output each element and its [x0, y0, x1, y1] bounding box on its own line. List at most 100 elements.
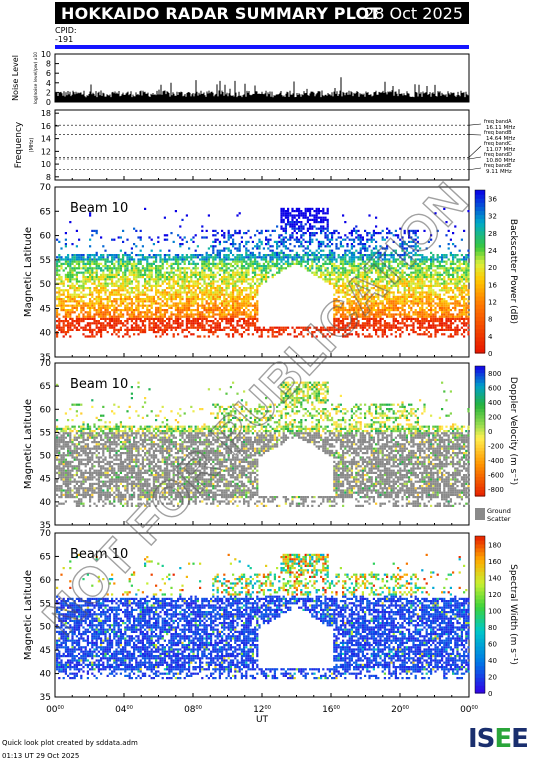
- power-cell: [159, 315, 162, 318]
- power-cell: [293, 262, 296, 265]
- power-cell: [335, 243, 338, 246]
- power-cell: [375, 262, 378, 265]
- power-cell: [179, 295, 182, 298]
- power-cell: [447, 320, 450, 323]
- power-cell: [170, 306, 173, 309]
- power-cell: [361, 302, 364, 305]
- power-cell: [243, 258, 246, 261]
- power-cell: [236, 311, 239, 314]
- power-cell: [225, 278, 228, 281]
- power-cell: [273, 326, 276, 329]
- power-cell: [368, 238, 371, 241]
- power-cell: [126, 254, 129, 257]
- power-cell: [427, 273, 430, 276]
- power-cell: [438, 262, 441, 265]
- power-cell: [245, 322, 248, 325]
- power-cell: [326, 245, 329, 248]
- power-cell: [408, 289, 411, 292]
- power-cell: [172, 276, 175, 279]
- power-cell: [227, 258, 230, 261]
- power-cell: [397, 278, 400, 281]
- power-cell: [166, 298, 169, 301]
- power-cell: [379, 269, 382, 272]
- power-cell: [421, 284, 424, 287]
- power-cell: [390, 260, 393, 263]
- power-cell: [315, 271, 318, 274]
- power-cell: [212, 249, 215, 252]
- power-cell: [137, 267, 140, 270]
- power-cell: [381, 331, 384, 334]
- power-cell: [256, 267, 259, 270]
- power-cell: [232, 284, 235, 287]
- power-cell: [166, 287, 169, 290]
- power-cell: [174, 320, 177, 323]
- power-cell: [172, 278, 175, 281]
- power-cell: [421, 271, 424, 274]
- power-cell: [71, 293, 74, 296]
- power-cell: [69, 313, 72, 316]
- power-cell: [412, 317, 415, 320]
- power-cell: [419, 298, 422, 301]
- power-cell: [236, 249, 239, 252]
- power-cell: [383, 328, 386, 331]
- power-cell: [229, 315, 232, 318]
- power-cell: [300, 223, 303, 226]
- power-cell: [69, 293, 72, 296]
- power-cell: [414, 269, 417, 272]
- power-cell: [104, 273, 107, 276]
- power-cell: [111, 284, 114, 287]
- power-cell: [445, 284, 448, 287]
- power-cell: [337, 271, 340, 274]
- power-cell: [284, 267, 287, 270]
- power-cell: [331, 238, 334, 241]
- power-cell: [392, 240, 395, 243]
- power-cell: [430, 293, 433, 296]
- power-cell: [364, 295, 367, 298]
- power-cell: [434, 320, 437, 323]
- power-cell: [284, 260, 287, 263]
- power-cell: [381, 271, 384, 274]
- power-cell: [256, 302, 259, 305]
- power-cell: [254, 309, 257, 312]
- power-cell: [251, 324, 254, 327]
- power-cell: [218, 313, 221, 316]
- power-cell: [331, 236, 334, 239]
- power-cell: [368, 333, 371, 336]
- power-cell: [216, 289, 219, 292]
- power-cell: [430, 300, 433, 303]
- power-cell: [366, 278, 369, 281]
- power-cell: [89, 313, 92, 316]
- power-cell: [284, 247, 287, 250]
- power-cell: [122, 265, 125, 268]
- power-cell: [364, 326, 367, 329]
- frequency-ytick-label: 16: [41, 122, 51, 131]
- power-cell: [381, 311, 384, 314]
- power-cell: [212, 311, 215, 314]
- power-cell: [106, 289, 109, 292]
- power-cell: [122, 302, 125, 305]
- power-cell: [223, 234, 226, 237]
- power-cell: [346, 335, 349, 338]
- power-cell: [104, 315, 107, 318]
- power-cell: [372, 326, 375, 329]
- power-cell: [122, 256, 125, 259]
- power-cell: [267, 262, 270, 265]
- frequency-ylabel: Frequency: [14, 121, 24, 168]
- power-cell: [86, 260, 89, 263]
- power-cell: [304, 247, 307, 250]
- power-cell: [419, 324, 422, 327]
- power-cell: [137, 333, 140, 336]
- power-cell: [75, 320, 78, 323]
- power-cell: [344, 262, 347, 265]
- power-cell: [386, 260, 389, 263]
- power-cell: [293, 258, 296, 261]
- power-cell: [388, 232, 391, 235]
- power-cell: [357, 289, 360, 292]
- power-cell: [366, 276, 369, 279]
- power-cell: [359, 324, 362, 327]
- power-cell: [236, 284, 239, 287]
- power-cell: [111, 289, 114, 292]
- power-cell: [91, 300, 94, 303]
- power-cell: [62, 331, 65, 334]
- power-cell: [137, 304, 140, 307]
